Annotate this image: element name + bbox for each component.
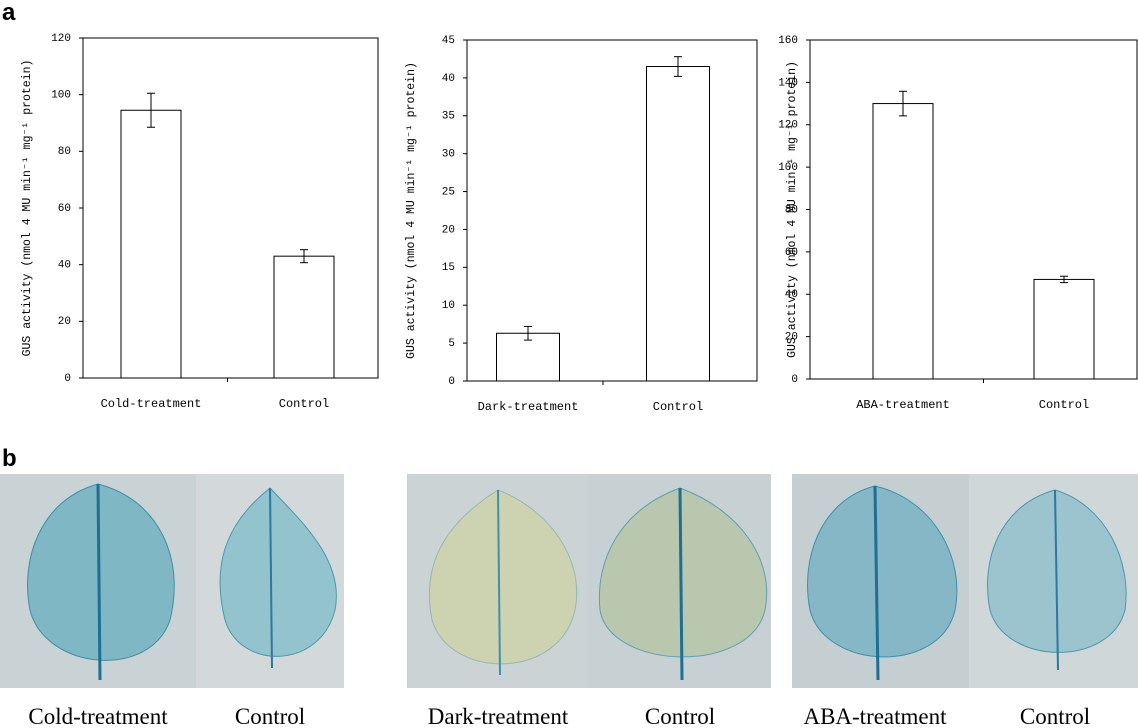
y-tick-label: 20	[785, 332, 798, 344]
y-axis-label: GUS activity (nmol 4 MU min⁻¹ mg⁻¹ prote…	[786, 61, 799, 358]
y-tick-label: 20	[58, 316, 71, 328]
y-tick-label: 35	[442, 111, 455, 123]
y-tick-label: 80	[785, 204, 798, 216]
bar	[120, 109, 182, 379]
photo-caption: Dark-treatment	[428, 704, 569, 728]
y-tick-label: 120	[778, 120, 798, 132]
y-tick-label: 140	[778, 77, 798, 89]
photo-caption: Control	[235, 704, 305, 728]
y-tick-label: 25	[442, 186, 455, 198]
leaf	[219, 487, 337, 657]
y-tick-label: 80	[58, 146, 71, 158]
leaf	[807, 485, 958, 658]
y-tick-label: 20	[442, 224, 455, 236]
x-tick-label: Dark-treatment	[478, 400, 579, 414]
leaf-vein	[269, 487, 273, 669]
bar	[1033, 278, 1095, 380]
error-bar	[1060, 275, 1068, 284]
photos	[0, 474, 1138, 688]
error-bar	[524, 325, 532, 341]
y-tick-label: 100	[778, 162, 798, 174]
plot-frame	[466, 39, 758, 382]
panel-label: b	[2, 445, 17, 472]
y-tick-label: 100	[51, 90, 71, 102]
bar	[872, 103, 934, 380]
leaf-vein	[873, 485, 880, 681]
y-tick-label: 0	[448, 376, 455, 388]
y-tick-label: 0	[64, 373, 71, 385]
y-axis-label: GUS activity (nmol 4 MU min⁻¹ mg⁻¹ prote…	[405, 62, 418, 359]
x-tick-label: Control	[1039, 398, 1089, 412]
y-tick-label: 120	[51, 33, 71, 45]
y-axis-label: GUS activity (nmol 4 MU min⁻¹ mg⁻¹ prote…	[21, 60, 34, 357]
error-bar	[300, 249, 308, 264]
leaf-vein	[678, 487, 684, 681]
x-tick-label: ABA-treatment	[856, 398, 950, 412]
y-tick-label: 5	[448, 338, 455, 350]
y-tick-label: 15	[442, 262, 455, 274]
leaf	[27, 483, 175, 661]
y-tick-label: 60	[785, 247, 798, 259]
photo-caption: ABA-treatment	[803, 704, 947, 728]
error-bar	[674, 56, 682, 77]
photo-caption: Control	[1020, 704, 1090, 728]
y-tick-label: 30	[442, 149, 455, 161]
y-tick-label: 40	[58, 260, 71, 272]
y-tick-label: 45	[442, 35, 455, 47]
error-bar	[899, 90, 907, 117]
bar	[646, 66, 710, 382]
error-bar	[147, 92, 155, 128]
x-tick-label: Control	[653, 400, 703, 414]
leaf	[428, 489, 578, 665]
photo-caption: Cold-treatment	[28, 704, 168, 728]
y-tick-label: 60	[58, 203, 71, 215]
y-tick-label: 10	[442, 300, 455, 312]
photo-caption: Control	[645, 704, 715, 728]
y-tick-label: 40	[442, 73, 455, 85]
leaf-vein	[1054, 489, 1059, 671]
y-tick-label: 40	[785, 289, 798, 301]
y-tick-label: 160	[778, 35, 798, 47]
leaf-vein	[96, 483, 102, 681]
panel-label: a	[2, 0, 16, 26]
bar	[273, 255, 335, 379]
y-tick-label: 0	[791, 374, 798, 386]
x-tick-label: Control	[279, 397, 329, 411]
x-tick-label: Cold-treatment	[101, 397, 202, 411]
leaf-vein	[497, 489, 501, 676]
